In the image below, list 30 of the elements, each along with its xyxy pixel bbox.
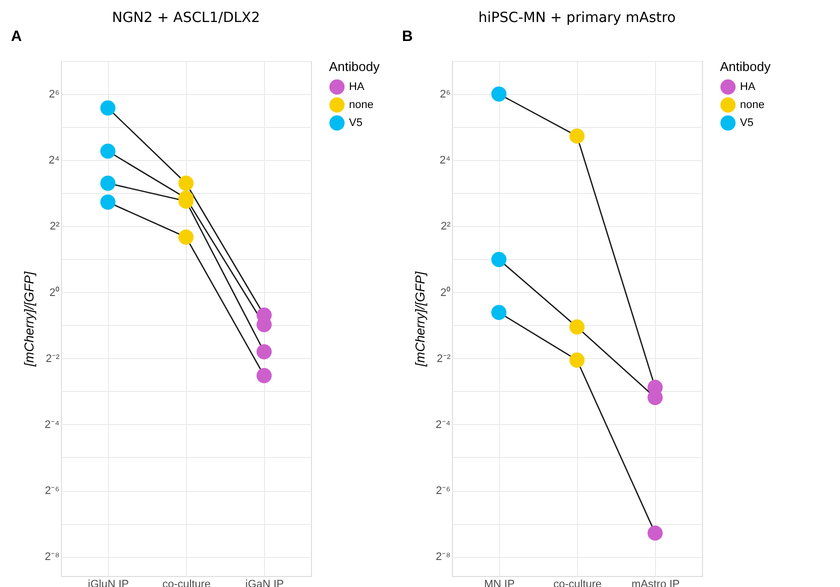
- y-tick-label: 2⁻⁶: [436, 485, 450, 498]
- chart-title: hiPSC-MN + primary mAstro: [478, 10, 676, 26]
- y-tick-label: 2⁻⁸: [436, 551, 450, 564]
- text: B: [402, 28, 413, 45]
- y-tick-label: 2⁻²: [46, 352, 60, 365]
- y-tick-label: 2⁴: [440, 154, 451, 167]
- y-tick-label: 2⁶: [440, 88, 450, 101]
- legend-label: HA: [740, 81, 756, 93]
- y-axis-title: [mCherry]/[GFP]: [412, 271, 428, 368]
- y-tick-label: 2⁰: [440, 286, 450, 299]
- legend-label: V5: [740, 117, 754, 129]
- y-tick-label: 2⁴: [48, 154, 60, 167]
- y-tick-label: 2⁻²: [436, 352, 451, 365]
- legend-label: none: [349, 99, 374, 111]
- chart-title: NGN2 + ASCL1/DLX2: [112, 10, 260, 26]
- legend-label: none: [740, 99, 764, 111]
- y-axis-title: [mCherry]/[GFP]: [22, 271, 37, 368]
- y-tick-label: 2⁰: [49, 286, 60, 299]
- legend-label: V5: [349, 117, 362, 129]
- text: A: [11, 28, 22, 45]
- legend-title: Antibody: [329, 59, 380, 74]
- legend-label: HA: [349, 81, 365, 93]
- y-tick-label: 2⁻⁶: [44, 485, 60, 498]
- y-tick-label: 2²: [440, 220, 451, 233]
- y-tick-label: 2⁻⁴: [44, 418, 60, 431]
- y-tick-label: 2⁶: [48, 88, 60, 101]
- y-tick-label: 2⁻⁴: [436, 418, 451, 431]
- legend-title: Antibody: [720, 59, 772, 74]
- y-tick-label: 2⁻⁸: [44, 551, 60, 564]
- y-tick-label: 2²: [50, 220, 60, 233]
